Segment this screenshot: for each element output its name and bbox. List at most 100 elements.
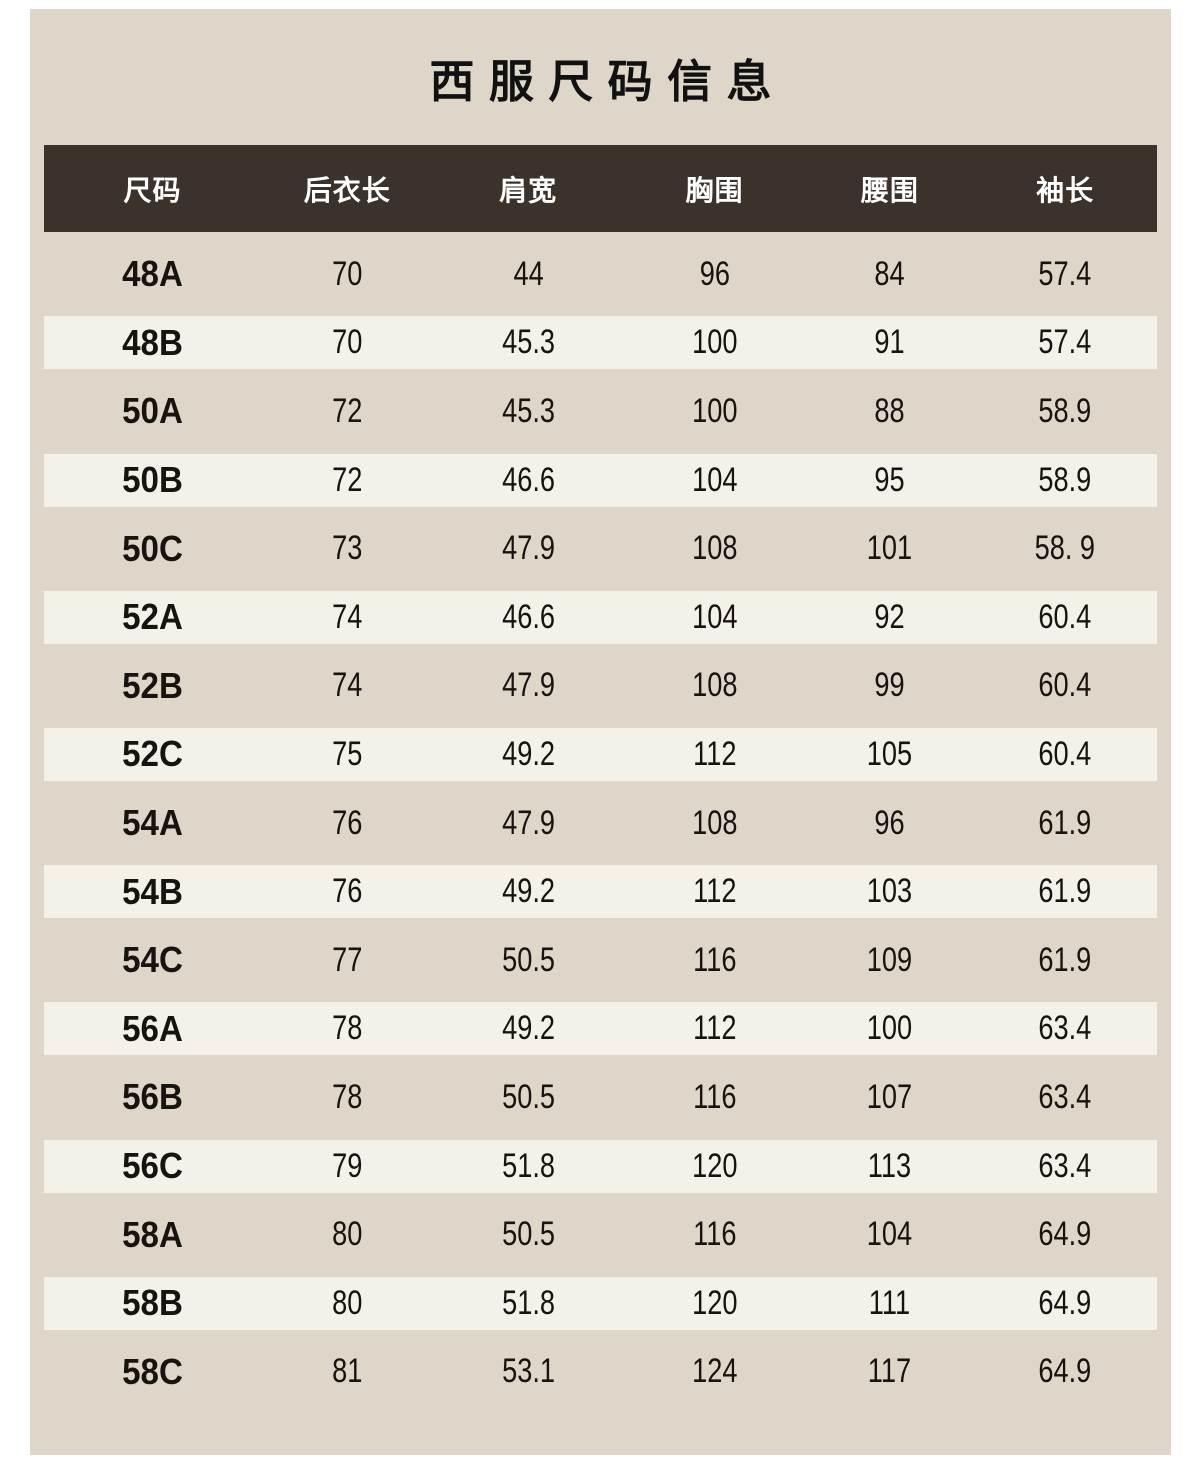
measurement-cell: 73 — [332, 529, 363, 568]
measurement-cell: 108 — [691, 666, 738, 705]
table-row: 52A 74 46.6 104 92 60.4 — [44, 582, 1157, 652]
measurement-cell: 101 — [867, 529, 913, 568]
measurement-cell: 57.4 — [1038, 323, 1092, 362]
measurement-cell: 49.2 — [501, 734, 555, 773]
table-row: 58A 80 50.5 116 104 64.9 — [44, 1200, 1157, 1269]
measurement-cell: 105 — [867, 734, 913, 773]
size-cell: 52A — [122, 596, 183, 638]
measurement-cell: 79 — [332, 1146, 363, 1185]
size-cell: 58C — [122, 1350, 183, 1392]
measurement-cell: 46.6 — [501, 460, 555, 499]
measurement-cell: 96 — [699, 254, 730, 293]
table-row: 48B 70 45.3 100 91 57.4 — [44, 308, 1157, 378]
measurement-cell: 74 — [332, 597, 363, 636]
table-body: 48A 70 44 96 84 57.4 48B 70 45.3 100 91 57.4 50A 72 45… — [44, 232, 1157, 1406]
measurement-cell: 100 — [691, 323, 738, 362]
size-chart-panel: 西服尺码信息 尺码 后衣长 肩宽 胸围 腰围 袖长 48A 70 44 96 84 57.… — [30, 9, 1171, 1455]
measurement-cell: 112 — [692, 1009, 737, 1048]
measurement-cell: 116 — [692, 1215, 737, 1254]
size-cell: 52B — [122, 664, 183, 706]
size-cell: 50A — [122, 390, 183, 432]
table-row: 50B 72 46.6 104 95 58.9 — [44, 445, 1157, 515]
measurement-cell: 88 — [874, 391, 905, 430]
measurement-cell: 49.2 — [501, 872, 555, 911]
measurement-cell: 70 — [332, 323, 363, 362]
page-title: 西服尺码信息 — [429, 55, 786, 107]
size-cell: 48B — [122, 321, 183, 363]
size-cell: 54B — [122, 870, 183, 912]
measurement-cell: 109 — [867, 940, 913, 979]
table-row: 54A 76 47.9 108 96 61.9 — [44, 789, 1157, 858]
table-row: 50A 72 45.3 100 88 58.9 — [44, 377, 1157, 446]
size-cell: 54A — [122, 802, 183, 844]
column-header-back-length: 后衣长 — [303, 174, 391, 206]
measurement-cell: 47.9 — [501, 666, 555, 705]
measurement-cell: 99 — [874, 666, 905, 705]
size-cell: 50B — [122, 459, 183, 501]
column-header-chest: 胸围 — [685, 174, 744, 206]
size-cell: 56A — [122, 1007, 183, 1049]
measurement-cell: 50.5 — [501, 1077, 555, 1116]
table-row: 54C 77 50.5 116 109 61.9 — [44, 926, 1157, 995]
measurement-cell: 77 — [332, 940, 363, 979]
measurement-cell: 108 — [691, 529, 738, 568]
measurement-cell: 91 — [874, 323, 905, 362]
measurement-cell: 64.9 — [1038, 1283, 1092, 1322]
column-header-shoulder-width: 肩宽 — [499, 174, 558, 206]
size-cell: 48A — [122, 253, 183, 295]
measurement-cell: 74 — [332, 666, 363, 705]
measurement-cell: 63.4 — [1038, 1146, 1092, 1185]
measurement-cell: 112 — [692, 872, 737, 911]
measurement-cell: 116 — [692, 940, 737, 979]
column-header-sleeve-length: 袖长 — [1036, 174, 1095, 206]
measurement-cell: 104 — [691, 597, 738, 636]
measurement-cell: 50.5 — [501, 1215, 555, 1254]
measurement-cell: 112 — [692, 734, 737, 773]
table-row: 56C 79 51.8 120 113 63.4 — [44, 1131, 1157, 1201]
measurement-cell: 103 — [867, 872, 913, 911]
measurement-cell: 47.9 — [501, 529, 555, 568]
measurement-cell: 45.3 — [501, 391, 555, 430]
size-cell: 50C — [122, 527, 183, 569]
measurement-cell: 124 — [691, 1352, 738, 1391]
measurement-cell: 84 — [874, 254, 905, 293]
measurement-cell: 96 — [874, 803, 905, 842]
title-area: 西服尺码信息 — [44, 9, 1157, 145]
measurement-cell: 58.9 — [1038, 391, 1092, 430]
measurement-cell: 80 — [332, 1215, 363, 1254]
measurement-cell: 63.4 — [1038, 1009, 1092, 1048]
measurement-cell: 92 — [874, 597, 905, 636]
measurement-cell: 100 — [691, 391, 738, 430]
measurement-cell: 60.4 — [1038, 666, 1092, 705]
measurement-cell: 47.9 — [501, 803, 555, 842]
size-cell: 56C — [122, 1145, 183, 1187]
measurement-cell: 111 — [869, 1283, 911, 1322]
measurement-cell: 80 — [332, 1283, 363, 1322]
table-row: 56A 78 49.2 112 100 63.4 — [44, 994, 1157, 1064]
column-header-waist: 腰围 — [860, 174, 919, 206]
table-row: 50C 73 47.9 108 101 58. 9 — [44, 514, 1157, 583]
measurement-cell: 60.4 — [1038, 734, 1092, 773]
table-row: 52C 75 49.2 112 105 60.4 — [44, 720, 1157, 789]
measurement-cell: 64.9 — [1038, 1352, 1092, 1391]
measurement-cell: 58. 9 — [1034, 529, 1096, 568]
measurement-cell: 49.2 — [501, 1009, 555, 1048]
measurement-cell: 61.9 — [1038, 803, 1092, 842]
measurement-cell: 51.8 — [501, 1283, 555, 1322]
measurement-cell: 120 — [691, 1146, 738, 1185]
measurement-cell: 64.9 — [1038, 1215, 1092, 1254]
measurement-cell: 50.5 — [501, 940, 555, 979]
measurement-cell: 108 — [691, 803, 738, 842]
measurement-cell: 72 — [332, 460, 363, 499]
measurement-cell: 70 — [332, 254, 363, 293]
measurement-cell: 58.9 — [1038, 460, 1092, 499]
measurement-cell: 76 — [332, 803, 363, 842]
table-row: 58C 81 53.1 124 117 64.9 — [44, 1338, 1157, 1407]
measurement-cell: 63.4 — [1038, 1077, 1092, 1116]
table-row: 48A 70 44 96 84 57.4 — [44, 240, 1157, 309]
measurement-cell: 107 — [867, 1077, 913, 1116]
measurement-cell: 95 — [874, 460, 905, 499]
size-cell: 58A — [122, 1213, 183, 1255]
measurement-cell: 100 — [867, 1009, 913, 1048]
